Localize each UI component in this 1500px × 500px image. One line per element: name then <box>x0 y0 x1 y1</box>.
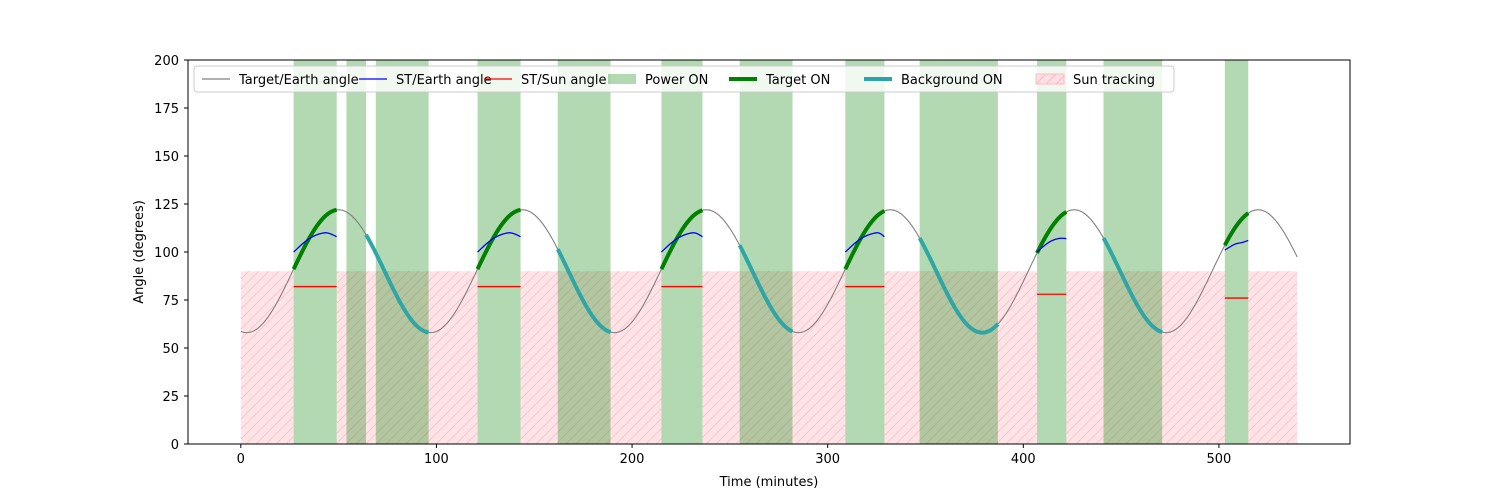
y-tick-label-125: 125 <box>154 198 179 213</box>
legend-box <box>193 65 1175 93</box>
sun-tracking-region-0 <box>240 271 294 444</box>
y-tick-label-175: 175 <box>154 102 179 117</box>
legend-label-3: Power ON <box>645 73 708 88</box>
y-axis: 0 25 50 75 100 125 150 175 200 <box>154 54 188 453</box>
power-on-region-2 <box>375 60 429 444</box>
target-on-segment-1 <box>475 207 521 271</box>
background-on-segment-1 <box>555 248 612 334</box>
power-on-region-10 <box>1103 60 1163 444</box>
x-axis-label: Time (minutes) <box>719 475 819 490</box>
y-tick-label-50: 50 <box>162 342 179 357</box>
legend: Target/Earth angle ST/Earth angle ST/Sun a… <box>193 65 1175 93</box>
sun-tracking-region-6 <box>1248 271 1298 444</box>
x-axis: 0 100 200 300 400 500 <box>237 444 1232 467</box>
legend-label-4: Target ON <box>765 73 830 88</box>
power-on-region-11 <box>1224 60 1249 444</box>
sun-tracking-region-3 <box>702 271 846 444</box>
legend-item-target-on: Target ON <box>729 73 830 88</box>
sun-tracking-region-2 <box>520 271 662 444</box>
st-earth-angle-segment-0 <box>293 232 337 253</box>
target-on-segment-2 <box>659 208 704 271</box>
legend-item-sun-tracking: Sun tracking <box>1035 73 1155 88</box>
legend-item-st-sun: ST/Sun angle <box>484 73 607 88</box>
legend-swatch-3 <box>608 74 636 84</box>
sun-tracking-region-4 <box>884 271 1038 444</box>
x-tick-label-300: 300 <box>815 452 840 467</box>
legend-item-power-on: Power ON <box>608 73 708 88</box>
legend-swatch-6 <box>1035 73 1065 85</box>
x-tick-label-500: 500 <box>1207 452 1232 467</box>
power-on-region-7 <box>845 60 885 444</box>
y-tick-label-25: 25 <box>162 390 179 405</box>
y-tick-label-200: 200 <box>154 54 179 69</box>
legend-item-st-earth: ST/Earth angle <box>359 73 492 88</box>
st-earth-angle-segment-5 <box>1224 239 1249 251</box>
target-on-segment-4 <box>1035 210 1068 254</box>
sun-tracking-region-1 <box>336 271 478 444</box>
legend-label-0: Target/Earth angle <box>238 73 359 88</box>
background-on-segment-2 <box>737 244 794 334</box>
sun-tracking-regions <box>240 271 1298 444</box>
legend-item-target-earth: Target/Earth angle <box>202 73 359 88</box>
plot-area <box>240 60 1298 444</box>
legend-item-background-on: Background ON <box>864 73 1003 88</box>
y-tick-label-75: 75 <box>162 294 179 309</box>
st-earth-angle-segment-3 <box>844 232 885 253</box>
target-on-segment-3 <box>843 209 886 271</box>
y-tick-label-0: 0 <box>171 438 179 453</box>
background-on-segment-4 <box>1101 237 1163 334</box>
power-on-region-6 <box>739 60 793 444</box>
y-tick-label-100: 100 <box>154 246 179 261</box>
target-on-segment-0 <box>291 207 338 271</box>
y-tick-label-150: 150 <box>154 150 179 165</box>
x-tick-label-400: 400 <box>1011 452 1036 467</box>
background-on-segment-0 <box>364 233 429 335</box>
power-on-region-8 <box>919 60 998 444</box>
power-on-region-9 <box>1037 60 1067 444</box>
legend-label-5: Background ON <box>901 73 1003 88</box>
power-on-region-4 <box>557 60 611 444</box>
legend-label-2: ST/Sun angle <box>521 73 607 88</box>
x-tick-label-0: 0 <box>237 452 245 467</box>
series-lines <box>240 207 1298 335</box>
x-tick-label-200: 200 <box>620 452 645 467</box>
legend-label-1: ST/Earth angle <box>396 73 492 88</box>
x-tick-label-100: 100 <box>424 452 449 467</box>
y-axis-label: Angle (degrees) <box>132 200 147 304</box>
st-earth-angle-segment-1 <box>477 232 521 253</box>
power-on-region-1 <box>346 60 367 444</box>
legend-label-6: Sun tracking <box>1073 73 1155 88</box>
st-earth-angle-segment-4 <box>1036 237 1067 253</box>
st-earth-angle-segment-2 <box>660 232 703 253</box>
target-on-segment-5 <box>1223 211 1250 247</box>
background-on-segment-3 <box>917 237 1000 335</box>
